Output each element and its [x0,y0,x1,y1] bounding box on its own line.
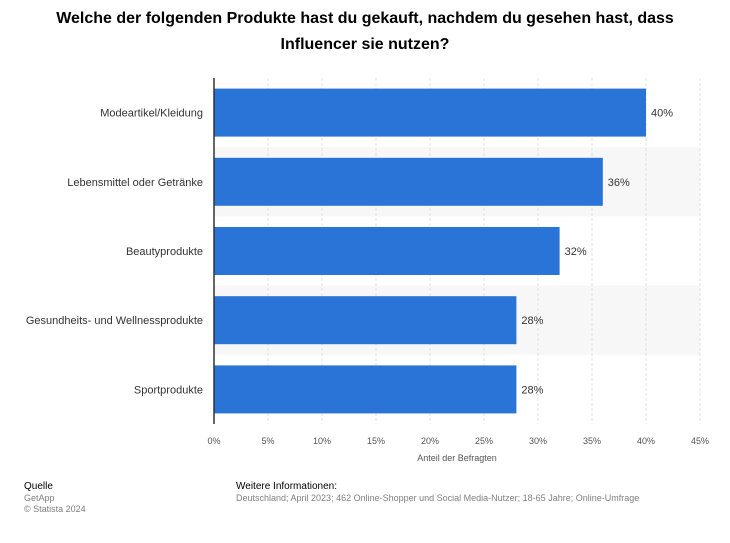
tick-label: 5% [261,436,274,446]
bar [214,227,560,275]
tick-label: 40% [637,436,655,446]
category-label: Lebensmittel oder Getränke [67,177,203,189]
bar-chart: Modeartikel/Kleidung Lebensmittel oder Ge… [26,78,709,463]
value-label: 28% [521,315,543,327]
value-labels: 40% 36% 32% 28% 28% [521,108,673,397]
bar [214,88,646,137]
info-block: Weitere Informationen: Deutschland; Apri… [236,481,639,504]
bars [214,88,646,414]
value-label: 28% [521,384,543,396]
info-heading: Weitere Informationen: [236,481,337,492]
category-labels: Modeartikel/Kleidung Lebensmittel oder Ge… [26,108,203,397]
category-label: Sportprodukte [134,384,203,396]
tick-labels: 0% 5% 10% 15% 20% 25% 30% 35% 40% 45% [207,436,709,446]
tick-label: 15% [367,436,385,446]
category-label: Beautyprodukte [126,246,203,258]
info-text: Deutschland; April 2023; 462 Online-Shop… [236,493,640,503]
tick-label: 30% [529,436,547,446]
bar [214,296,517,345]
tick-label: 10% [313,436,331,446]
bar [214,365,517,414]
source-name: GetApp [24,493,55,503]
value-label: 40% [651,108,673,120]
chart-title: Welche der folgenden Produkte hast du ge… [56,10,674,53]
source-heading: Quelle [24,481,53,492]
tick-label: 45% [691,436,709,446]
category-label: Gesundheits- und Wellnessprodukte [26,315,203,327]
source-block: Quelle GetApp © Statista 2024 [24,481,86,515]
tick-label: 0% [207,436,220,446]
tick-label: 20% [421,436,439,446]
tick-label: 35% [583,436,601,446]
value-label: 32% [565,246,587,258]
category-label: Modeartikel/Kleidung [100,108,203,120]
value-label: 36% [608,177,630,189]
x-axis-label: Anteil der Befragten [417,453,497,463]
tick-label: 25% [475,436,493,446]
bar [214,157,603,206]
copyright: © Statista 2024 [24,504,86,514]
